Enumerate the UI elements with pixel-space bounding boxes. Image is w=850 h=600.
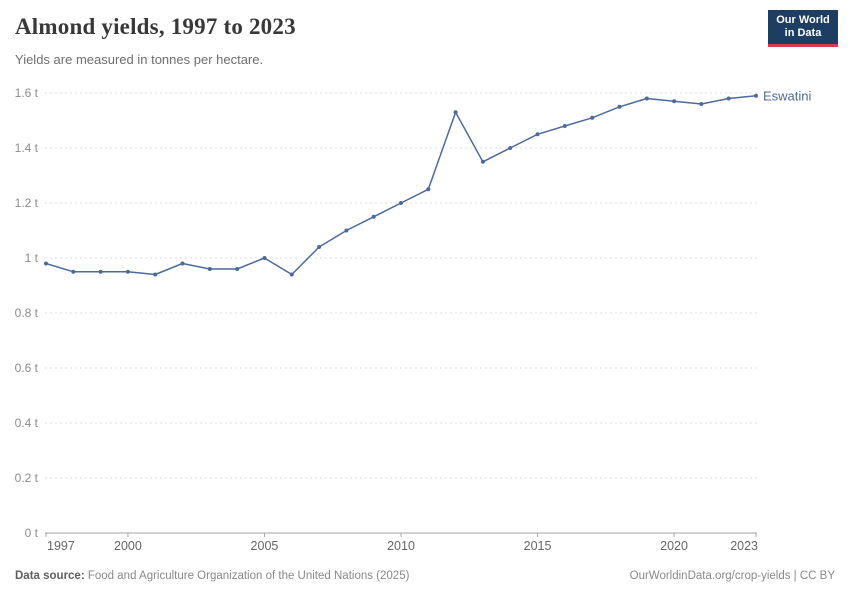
data-point[interactable] [98, 269, 103, 274]
y-tick-label: 1.2 t [15, 196, 39, 210]
x-tick-label: 2020 [660, 539, 688, 553]
data-point[interactable] [235, 267, 240, 271]
data-source: Data source: Food and Agriculture Organi… [15, 570, 409, 582]
data-point[interactable] [480, 159, 485, 164]
data-point[interactable] [180, 261, 185, 266]
entity-label[interactable]: Eswatini [763, 88, 812, 103]
data-point[interactable] [317, 245, 322, 249]
owid-logo-line2: in Data [784, 27, 822, 39]
chart-subtitle: Yields are measured in tonnes per hectar… [15, 52, 264, 67]
data-point[interactable] [207, 267, 212, 271]
data-point[interactable] [453, 110, 458, 115]
data-point[interactable] [125, 269, 130, 274]
data-point[interactable] [562, 124, 567, 128]
y-tick-label: 0.2 t [15, 471, 39, 485]
data-point[interactable] [426, 187, 431, 192]
y-tick-label: 0.6 t [15, 361, 39, 375]
data-point[interactable] [508, 146, 513, 150]
y-tick-label: 1.4 t [15, 141, 39, 155]
data-point[interactable] [153, 272, 158, 277]
data-point[interactable] [289, 272, 294, 277]
data-point[interactable] [399, 201, 403, 205]
y-tick-label: 0.8 t [15, 306, 39, 320]
data-point[interactable] [344, 228, 349, 233]
x-tick-label: 2005 [251, 539, 279, 553]
data-source-text: Food and Agriculture Organization of the… [84, 570, 410, 582]
y-tick-label: 1.6 t [15, 86, 39, 100]
x-axis: 1997 2000 2005 2010 2015 2020 2023 [45, 533, 758, 553]
y-tick-label: 1 t [25, 251, 39, 265]
y-tick-label: 0.4 t [15, 416, 39, 430]
y-tick-label: 0 t [25, 526, 39, 540]
owid-logo[interactable]: Our World in Data [768, 10, 838, 47]
x-tick-label: 1997 [47, 539, 75, 553]
data-point[interactable] [672, 99, 677, 104]
data-point[interactable] [726, 96, 731, 101]
chart-footer: Data source: Food and Agriculture Organi… [0, 562, 850, 600]
owid-logo-line1: Our World [776, 13, 830, 26]
x-tick-label: 2023 [730, 539, 758, 553]
x-tick-label: 2015 [524, 539, 552, 553]
x-tick-label: 2010 [387, 539, 415, 553]
x-tick-label: 2000 [114, 539, 142, 553]
data-point[interactable] [71, 269, 76, 274]
data-point[interactable] [644, 96, 649, 101]
data-source-label: Data source: [15, 570, 85, 582]
gridlines [45, 92, 757, 534]
data-point[interactable] [535, 132, 540, 137]
footer-link[interactable]: OurWorldinData.org/crop-yields | CC BY [629, 570, 835, 582]
data-point[interactable] [371, 214, 376, 219]
data-point[interactable] [699, 102, 704, 106]
data-point[interactable] [617, 104, 622, 109]
series-line[interactable] [45, 95, 757, 276]
data-point[interactable] [754, 93, 758, 98]
page-title: Almond yields, 1997 to 2023 [15, 14, 296, 39]
data-point[interactable] [44, 261, 48, 266]
series-eswatini[interactable]: Eswatini [44, 88, 812, 277]
data-point[interactable] [590, 115, 595, 120]
data-point[interactable] [262, 256, 267, 260]
y-axis-labels: 0 t 0.2 t 0.4 t 0.6 t 0.8 t 1 t 1.2 t 1.4 t 1.6 … [15, 86, 39, 540]
